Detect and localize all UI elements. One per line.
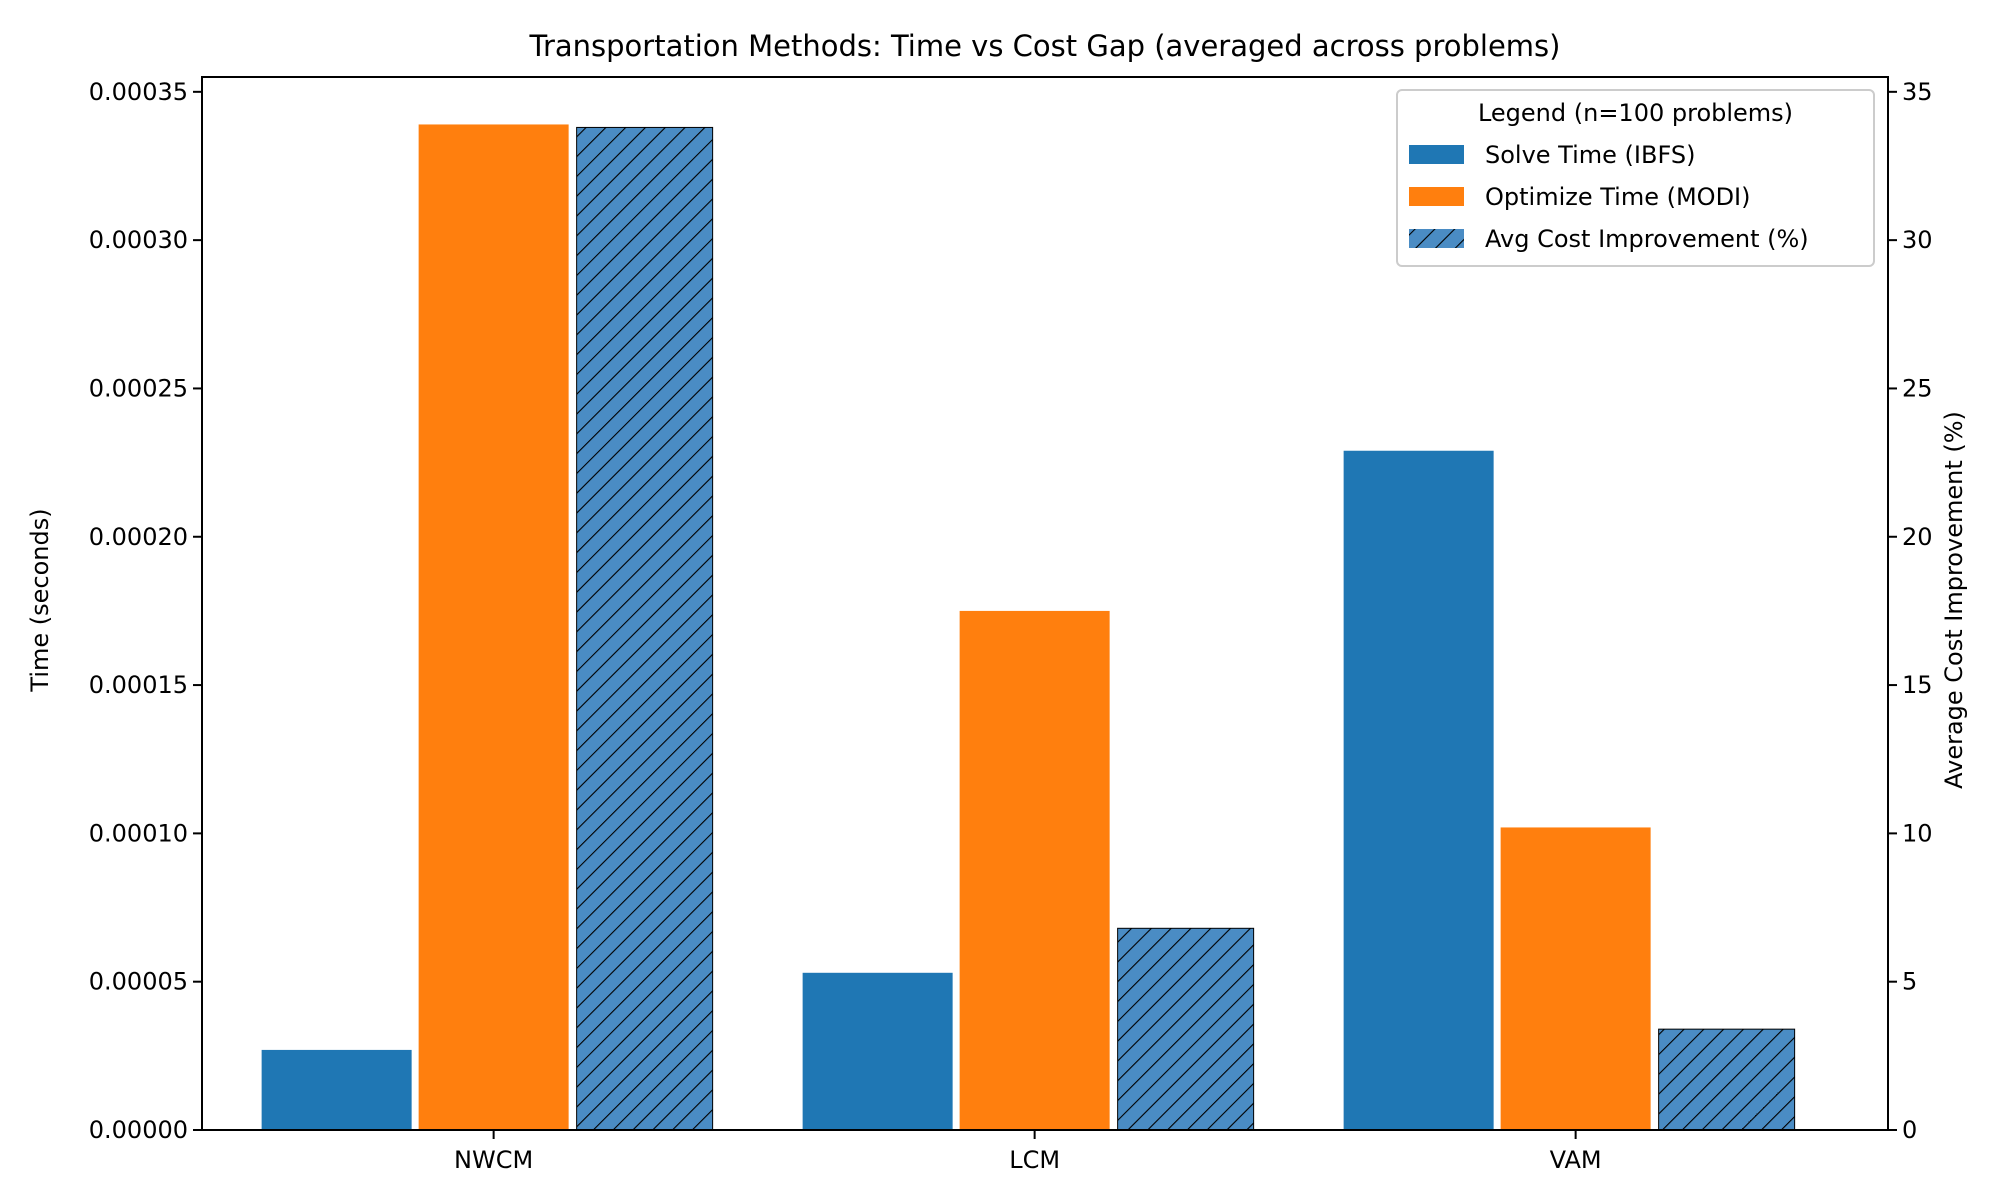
legend-box <box>1396 89 1875 267</box>
left-tick-label: 0.00025 <box>89 374 188 402</box>
left-tick-label: 0.00010 <box>89 819 188 847</box>
bar-nwcm-cost-improvement <box>576 126 714 1131</box>
left-tick-label: 0.00030 <box>89 226 188 254</box>
left-tick-label: 0.00005 <box>89 968 188 996</box>
right-axis-title: Average Cost Improvement (%) <box>1940 411 1968 789</box>
right-tick-label: 0 <box>1902 1116 1917 1144</box>
right-tick-label: 15 <box>1902 671 1933 699</box>
left-tick-label: 0.00035 <box>89 78 188 106</box>
legend-title: Legend (n=100 problems) <box>1478 99 1793 127</box>
x-tick-label-lcm: LCM <box>1009 1146 1060 1174</box>
left-tick-label: 0.00000 <box>89 1116 188 1144</box>
legend-label-1: Optimize Time (MODI) <box>1485 183 1751 211</box>
bar-vam-solve-time <box>1343 450 1494 1130</box>
axes-group: 0.00000 0.00005 0.00010 0.00015 0.00020 0.000… <box>89 76 1933 1174</box>
right-tick-label: 25 <box>1902 374 1933 402</box>
left-tick-label: 0.00015 <box>89 671 188 699</box>
bar-lcm-solve-time <box>802 972 953 1130</box>
legend-swatch-0 <box>1409 145 1464 164</box>
bar-lcm-cost-improvement <box>1117 927 1255 1131</box>
bar-vam-optimize-time <box>1500 827 1651 1130</box>
x-tick-label-nwcm: NWCM <box>454 1146 533 1174</box>
bar-vam-cost-improvement <box>1658 1028 1796 1131</box>
bar-lcm-optimize-time <box>959 610 1110 1130</box>
right-tick-label: 5 <box>1902 968 1917 996</box>
x-tick-label-vam: VAM <box>1550 1146 1602 1174</box>
legend-swatch-2 <box>1409 229 1464 248</box>
plot-frame <box>201 76 1889 1131</box>
legend: Legend (n=100 problems) Solve Time (IBFS)… <box>1396 89 1875 267</box>
right-tick-label: 10 <box>1902 819 1933 847</box>
bar-nwcm-optimize-time <box>418 124 569 1130</box>
right-tick-label: 30 <box>1902 226 1933 254</box>
left-tick-label: 0.00020 <box>89 523 188 551</box>
left-axis-title: Time (seconds) <box>26 508 54 692</box>
right-tick-label: 20 <box>1902 523 1933 551</box>
legend-label-2: Avg Cost Improvement (%) <box>1485 225 1809 253</box>
right-tick-label: 35 <box>1902 78 1933 106</box>
legend-label-0: Solve Time (IBFS) <box>1485 141 1695 169</box>
bar-nwcm-solve-time <box>261 1049 412 1130</box>
legend-swatch-1 <box>1409 187 1464 206</box>
bars-group <box>261 124 1796 1131</box>
chart-title: Transportation Methods: Time vs Cost Gap… <box>529 29 1561 63</box>
